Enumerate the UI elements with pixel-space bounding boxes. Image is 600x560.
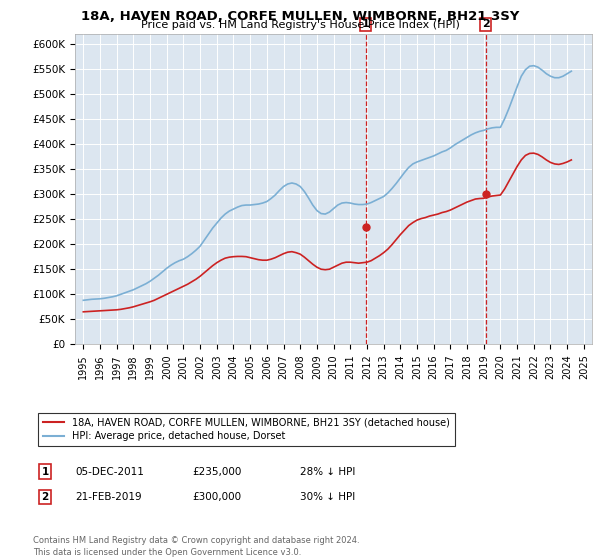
Text: 28% ↓ HPI: 28% ↓ HPI <box>300 466 355 477</box>
Text: 2: 2 <box>482 20 490 30</box>
Text: 1: 1 <box>41 466 49 477</box>
Text: £300,000: £300,000 <box>192 492 241 502</box>
Text: 05-DEC-2011: 05-DEC-2011 <box>75 466 144 477</box>
Text: 1: 1 <box>362 20 370 30</box>
Text: Contains HM Land Registry data © Crown copyright and database right 2024.
This d: Contains HM Land Registry data © Crown c… <box>33 536 359 557</box>
Text: Price paid vs. HM Land Registry's House Price Index (HPI): Price paid vs. HM Land Registry's House … <box>140 20 460 30</box>
Text: 2: 2 <box>41 492 49 502</box>
Text: 18A, HAVEN ROAD, CORFE MULLEN, WIMBORNE, BH21 3SY: 18A, HAVEN ROAD, CORFE MULLEN, WIMBORNE,… <box>81 10 519 23</box>
Text: 21-FEB-2019: 21-FEB-2019 <box>75 492 142 502</box>
Text: 30% ↓ HPI: 30% ↓ HPI <box>300 492 355 502</box>
Legend: 18A, HAVEN ROAD, CORFE MULLEN, WIMBORNE, BH21 3SY (detached house), HPI: Average: 18A, HAVEN ROAD, CORFE MULLEN, WIMBORNE,… <box>38 413 455 446</box>
Text: £235,000: £235,000 <box>192 466 241 477</box>
